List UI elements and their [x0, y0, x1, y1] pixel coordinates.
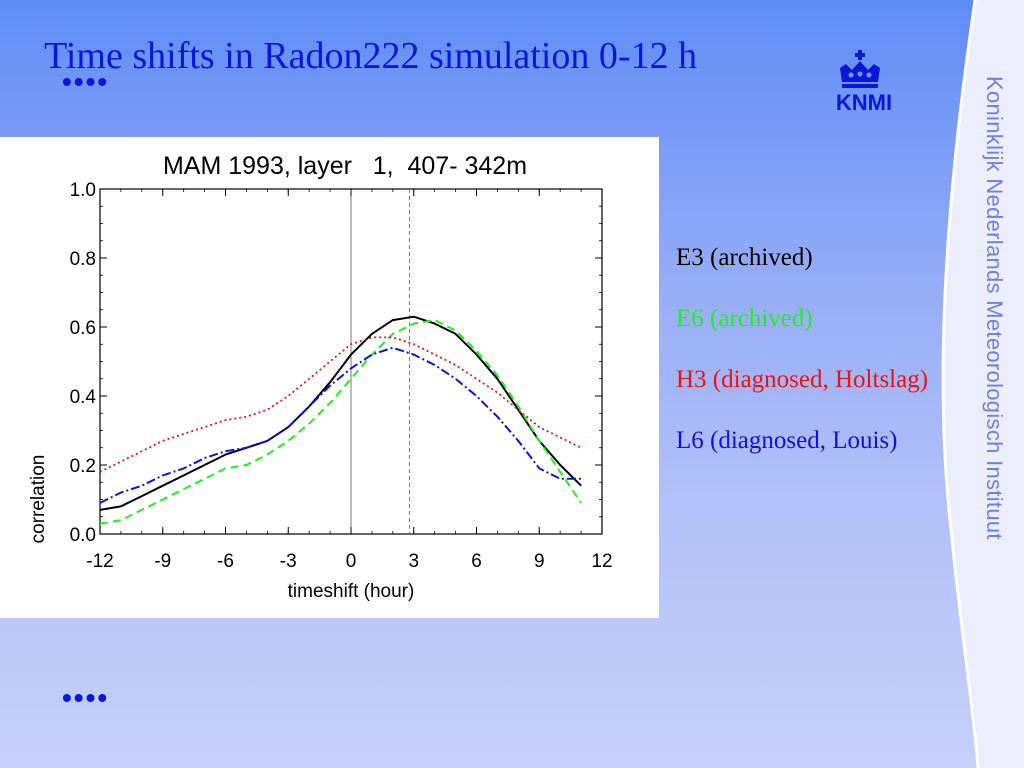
series-line-e3 [99, 315, 582, 511]
chart-title: MAM 1993, layer 1, 407- 342m [163, 152, 527, 180]
y-tick-label: 0.0 [70, 525, 96, 546]
chart-panel: MAM 1993, layer 1, 407- 342m timeshift (… [0, 137, 659, 618]
crown-icon [840, 50, 880, 88]
legend-item-e3: E3 (archived) [676, 244, 813, 271]
slide-title: Time shifts in Radon222 simulation 0-12 … [44, 35, 698, 77]
bullet-dots-bottom: •••• [62, 682, 110, 713]
x-tick-label: 0 [346, 551, 357, 572]
x-tick-label: 12 [591, 551, 612, 572]
series-line-h3 [99, 336, 582, 473]
y-tick-label: 0.2 [70, 456, 96, 477]
bullet-dots-top: •••• [62, 66, 110, 97]
legend-item-l6: L6 (diagnosed, Louis) [676, 427, 898, 454]
logo-text: KNMI [835, 90, 893, 115]
series-line-e6 [99, 319, 582, 525]
y-tick-label: 0.6 [70, 318, 96, 339]
knmi-logo: KNMI [824, 48, 904, 118]
x-tick-label: 3 [408, 551, 419, 572]
x-tick-label: -12 [86, 551, 113, 572]
x-tick-label: 6 [471, 551, 482, 572]
x-tick-label: -9 [154, 551, 171, 572]
x-tick-label: -3 [280, 551, 297, 572]
legend-item-e6: E6 (archived) [676, 305, 813, 332]
y-axis-label: correlation [28, 455, 49, 544]
y-tick-label: 1.0 [70, 180, 96, 201]
legend: E3 (archived) E6 (archived) H3 (diagnose… [676, 240, 928, 484]
y-tick-label: 0.8 [70, 249, 96, 270]
x-tick-label: 9 [534, 551, 545, 572]
series-line-l6 [99, 346, 582, 504]
correlation-chart: MAM 1993, layer 1, 407- 342m timeshift (… [28, 152, 613, 602]
x-tick-label: -6 [217, 551, 234, 572]
y-tick-label: 0.4 [70, 387, 97, 408]
x-axis-label: timeshift (hour) [288, 581, 415, 602]
legend-item-h3: H3 (diagnosed, Holtslag) [676, 366, 929, 393]
institute-name: Koninklijk Nederlands Meteorologisch Ins… [982, 76, 1007, 540]
